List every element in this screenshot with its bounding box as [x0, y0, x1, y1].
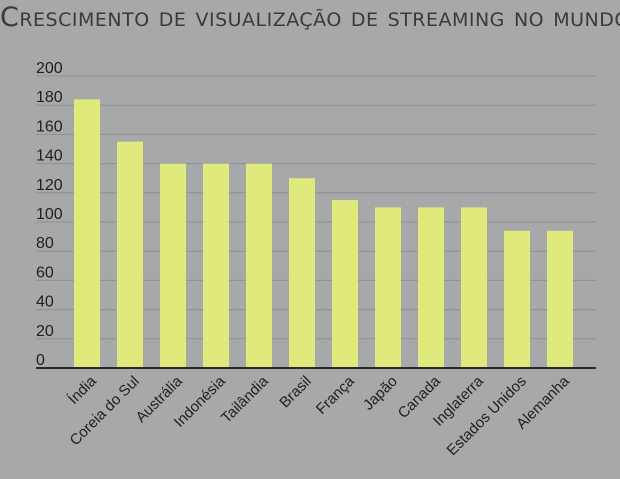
- bar: [418, 207, 444, 368]
- chart-title: Crescimento de visualização de streaming…: [0, 2, 620, 33]
- x-tick-label: Índia: [65, 372, 100, 407]
- y-tick-label: 200: [36, 60, 63, 77]
- bar: [246, 163, 272, 368]
- y-tick-label: 40: [36, 294, 54, 311]
- bar: [504, 230, 530, 368]
- y-tick-label: 60: [36, 264, 54, 281]
- y-tick-label: 120: [36, 177, 63, 194]
- bar: [74, 99, 100, 369]
- y-tick-label: 140: [36, 148, 63, 165]
- y-tick-label: 80: [36, 235, 54, 252]
- x-tick-label: Brasil: [276, 373, 315, 412]
- bar: [117, 141, 143, 368]
- y-tick-labels: 0 20 40 60 80 100 120 140 160 180 200: [36, 60, 63, 369]
- y-tick-label: 20: [36, 323, 54, 340]
- x-tick-label: França: [313, 372, 358, 417]
- x-tick-label: Japão: [360, 373, 401, 414]
- y-tick-label: 0: [36, 352, 45, 369]
- y-tick-label: 160: [36, 118, 63, 135]
- bar: [375, 207, 401, 368]
- bar: [547, 230, 573, 368]
- bar: [289, 178, 315, 368]
- y-tick-label: 100: [36, 206, 63, 223]
- x-tick-label: Tailândia: [218, 372, 272, 426]
- bar: [461, 207, 487, 368]
- bar: [160, 163, 186, 368]
- bar: [332, 200, 358, 368]
- bar: [203, 163, 229, 368]
- y-tick-label: 180: [36, 89, 63, 106]
- bars: [74, 99, 573, 369]
